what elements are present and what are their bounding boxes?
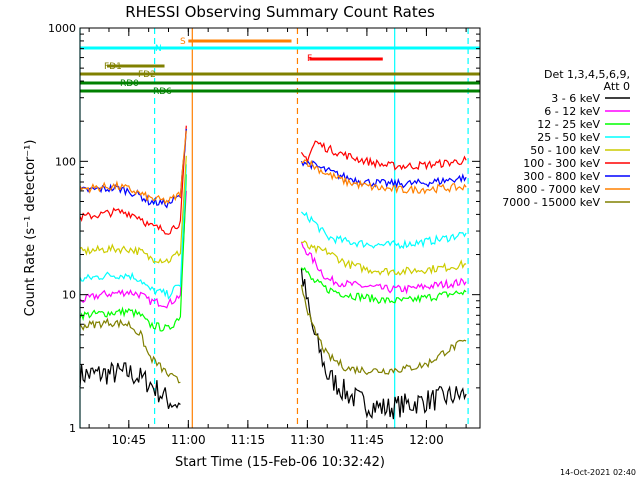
axes: 1 10 100 1000 10:45 11:00 11:15 11:30 11:45 12:00 <box>48 22 481 447</box>
x-tick-label: 12:00 <box>409 433 444 447</box>
series-line-8 <box>79 317 181 384</box>
series-line-4 <box>79 155 187 264</box>
legend-entry-label: 50 - 100 keV <box>530 144 600 157</box>
legend-header-line1: Det 1,3,4,5,6,9, <box>544 68 630 81</box>
state-bar-label-rd0: RD0 <box>120 79 139 89</box>
series-line-1 <box>79 190 187 309</box>
legend-entry-label: 800 - 7000 keV <box>516 183 600 196</box>
x-tick-label: 11:45 <box>350 433 385 447</box>
legend-entry-label: 6 - 12 keV <box>544 105 600 118</box>
x-axis-label: Start Time (15-Feb-06 10:32:42) <box>175 455 385 470</box>
series-line-7 <box>79 130 187 205</box>
series-line-5 <box>300 140 467 171</box>
series-line-8 <box>300 284 467 376</box>
series-line-2 <box>300 267 467 305</box>
legend-entry-label: 25 - 50 keV <box>537 131 600 144</box>
legend-entry-label: 12 - 25 keV <box>537 118 600 131</box>
series-line-6 <box>79 128 187 209</box>
date-stamp: 14-Oct-2021 02:40 <box>560 468 636 477</box>
x-tick-label: 11:00 <box>171 433 206 447</box>
legend-entry-label: 3 - 6 keV <box>551 92 600 105</box>
series-line-3 <box>79 164 187 300</box>
state-bar-label-fd1: FD1 <box>104 62 122 72</box>
series-line-2 <box>79 174 187 332</box>
x-tick-label: 11:30 <box>290 433 325 447</box>
y-tick-label: 1000 <box>48 22 76 35</box>
state-bar-label-n: N <box>155 44 162 54</box>
series-line-7 <box>301 159 467 195</box>
series-line-5 <box>79 125 187 235</box>
y-tick-label: 10 <box>62 289 76 302</box>
legend-header-line2: Att 0 <box>604 80 630 93</box>
y-tick-label: 100 <box>55 155 76 168</box>
x-tick-label: 11:15 <box>231 433 266 447</box>
state-bar-label-fd2: FD2 <box>138 70 156 80</box>
series-line-1 <box>300 241 467 295</box>
chart-title: RHESSI Observing Summary Count Rates <box>125 3 435 21</box>
y-axis-label: Count Rate (s⁻¹ detector⁻¹) <box>23 140 38 317</box>
plot-frame <box>79 27 481 429</box>
state-bar-label-f: F <box>307 54 312 64</box>
y-tick-label: 1 <box>69 422 76 435</box>
state-bar-label-s: S <box>180 37 186 47</box>
legend-entry-label: 300 - 800 keV <box>523 170 600 183</box>
legend-entry-label: 7000 - 15000 keV <box>502 196 600 209</box>
series-line-0 <box>300 268 467 420</box>
series-line-3 <box>300 211 467 250</box>
series-line-6 <box>300 160 467 189</box>
x-tick-label: 10:45 <box>112 433 147 447</box>
series-line-4 <box>301 240 467 277</box>
legend-entry-label: 100 - 300 keV <box>523 157 600 170</box>
series-line-0 <box>79 361 181 409</box>
state-bar-label-rd6: RD6 <box>153 87 172 97</box>
